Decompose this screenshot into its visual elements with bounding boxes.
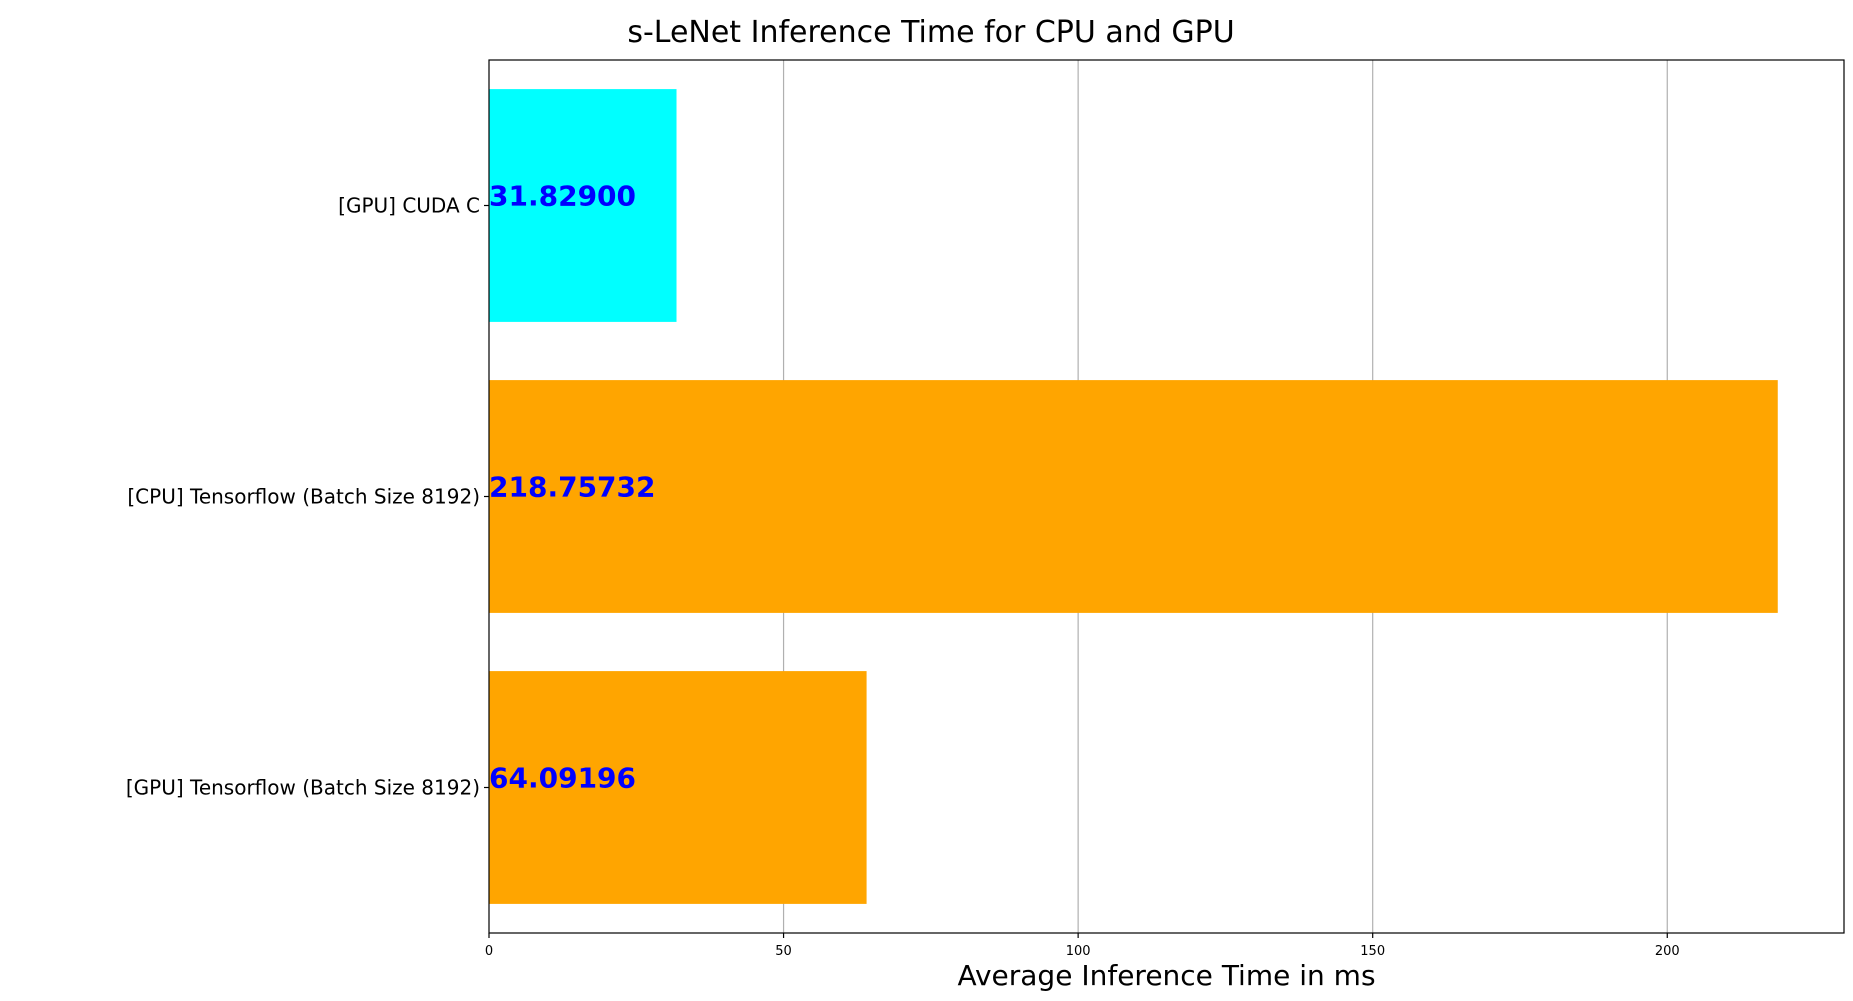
axis-ticks: 0 50 100 150 200 [GPU] CUDA C [CPU] Tensorflow… (126, 194, 1680, 960)
x-tick-label: 150 (1360, 944, 1385, 959)
x-tick-label: 200 (1655, 944, 1680, 959)
x-axis-label: Average Inference Time in ms (957, 959, 1375, 992)
bars (489, 89, 1778, 904)
x-tick-label: 50 (775, 944, 792, 959)
data-labels: 31.82900 218.75732 64.09196 (489, 180, 656, 795)
bar (489, 671, 867, 904)
bar (489, 89, 677, 322)
category-label: [CPU] Tensorflow (Batch Size 8192) (127, 485, 480, 509)
x-tick-label: 100 (1066, 944, 1091, 959)
chart-title: s-LeNet Inference Time for CPU and GPU (627, 15, 1234, 50)
category-label: [GPU] CUDA C (338, 194, 480, 218)
data-label: 64.09196 (489, 762, 636, 795)
bar (489, 380, 1778, 613)
category-label: [GPU] Tensorflow (Batch Size 8192) (126, 776, 480, 800)
data-label: 31.82900 (489, 180, 636, 213)
x-tick-label: 0 (485, 944, 493, 959)
data-label: 218.75732 (489, 471, 656, 504)
